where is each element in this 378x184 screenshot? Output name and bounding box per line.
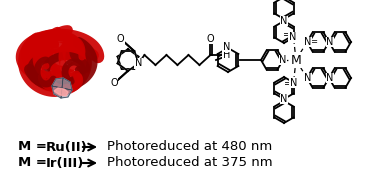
Text: Ir(III): Ir(III) [46, 157, 84, 169]
Text: N: N [289, 33, 296, 43]
Text: N: N [304, 37, 312, 47]
Text: N: N [135, 58, 142, 68]
Text: N: N [280, 94, 288, 104]
Text: O: O [207, 34, 214, 44]
Text: Photoreduced at 480 nm: Photoreduced at 480 nm [107, 141, 272, 153]
Text: H: H [223, 50, 230, 60]
Text: Ru(II): Ru(II) [46, 141, 88, 153]
Text: =: = [310, 38, 318, 47]
Text: N: N [223, 42, 230, 52]
Text: O: O [110, 78, 118, 88]
Text: M =: M = [18, 141, 51, 153]
Text: N: N [326, 73, 334, 83]
Polygon shape [52, 78, 72, 98]
Text: O: O [117, 34, 124, 44]
Text: N: N [280, 16, 288, 26]
Text: =: = [284, 31, 291, 40]
Text: Photoreduced at 375 nm: Photoreduced at 375 nm [107, 157, 273, 169]
Text: =: = [285, 79, 293, 89]
Text: N: N [290, 77, 297, 88]
Text: N: N [326, 37, 334, 47]
Text: M: M [291, 54, 301, 66]
Text: M =: M = [18, 157, 51, 169]
Polygon shape [54, 88, 68, 96]
Text: N: N [279, 55, 287, 65]
Text: N: N [304, 73, 312, 83]
